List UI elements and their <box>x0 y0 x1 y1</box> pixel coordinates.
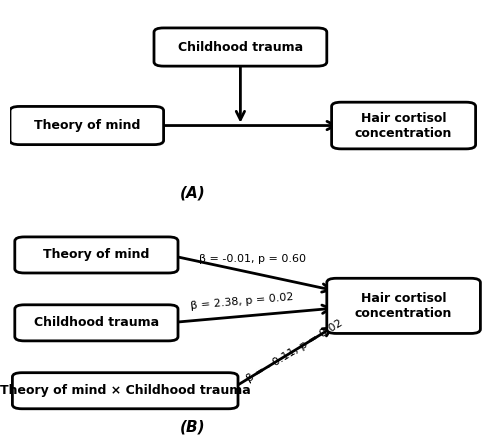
FancyBboxPatch shape <box>15 305 178 341</box>
Text: (A): (A) <box>180 186 206 201</box>
Text: Childhood trauma: Childhood trauma <box>178 41 303 53</box>
Text: (B): (B) <box>180 419 205 434</box>
Text: Hair cortisol
concentration: Hair cortisol concentration <box>355 111 452 140</box>
FancyBboxPatch shape <box>154 28 327 66</box>
FancyBboxPatch shape <box>10 107 164 145</box>
Text: Theory of mind × Childhood trauma: Theory of mind × Childhood trauma <box>0 384 250 397</box>
FancyBboxPatch shape <box>327 278 480 333</box>
Text: β = - 0.11, p = 0.02: β = - 0.11, p = 0.02 <box>244 318 344 385</box>
Text: Childhood trauma: Childhood trauma <box>34 316 159 329</box>
Text: β = -0.01, p = 0.60: β = -0.01, p = 0.60 <box>199 255 306 264</box>
Text: Hair cortisol
concentration: Hair cortisol concentration <box>355 292 452 320</box>
FancyBboxPatch shape <box>332 102 476 149</box>
FancyBboxPatch shape <box>15 237 178 273</box>
Text: Theory of mind: Theory of mind <box>34 119 140 132</box>
Text: β = 2.38, p = 0.02: β = 2.38, p = 0.02 <box>190 293 294 312</box>
FancyBboxPatch shape <box>12 373 238 409</box>
Text: Theory of mind: Theory of mind <box>43 248 150 262</box>
